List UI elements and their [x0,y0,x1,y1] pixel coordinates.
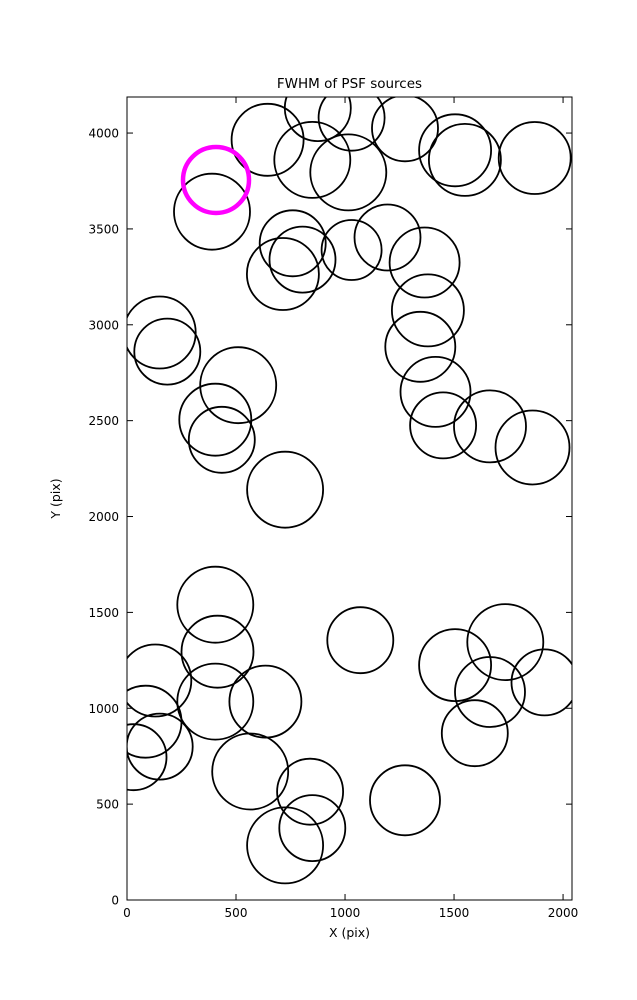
axes-frame [126,96,573,901]
psf-source-circle [497,121,572,195]
psf-source-circle [199,346,278,425]
psf-source-circle [466,603,545,681]
psf-source-circle [276,757,345,826]
psf-source-circle [246,450,325,529]
psf-source-circle [326,606,395,675]
x-tick-label: 1000 [330,906,361,920]
x-tick-label: 2000 [548,906,579,920]
psf-source-circle [180,614,255,689]
psf-source-circle [133,317,202,386]
psf-source-circle [418,628,493,702]
psf-source-circle [127,295,197,370]
psf-source-circle [418,113,493,188]
y-tick-label: 3500 [88,222,119,236]
psf-source-circle [320,219,383,281]
x-axis-label: X (pix) [329,925,370,940]
x-tick-label: 0 [123,906,131,920]
psf-source-circle [178,382,253,457]
y-tick-label: 0 [111,894,119,908]
psf-source-circle [258,209,327,278]
psf-source-circle [384,310,457,383]
psf-source-circle [283,97,352,142]
psf-source-circle [494,409,571,486]
psf-source-circle [173,172,251,251]
psf-source-circle [399,355,472,428]
psf-source-circle [176,565,255,644]
psf-source-circle [278,794,347,862]
psf-source-circle [228,664,303,739]
y-tick-label: 2000 [88,510,119,524]
psf-source-circle [176,662,255,741]
psf-source-circle [309,133,388,212]
psf-source-circle [127,684,183,759]
psf-source-circle [371,97,439,163]
psf-source-circle [211,732,290,811]
psf-source-circle [230,102,305,177]
psf-source-circle [409,391,478,460]
y-tick-label: 4000 [88,127,119,141]
psf-source-circle [317,97,386,152]
psf-source-circle [127,723,168,792]
psf-source-circle [187,405,256,474]
psf-source-circle [273,120,352,199]
psf-source-circle [453,389,527,464]
plot-title: FWHM of PSF sources [277,76,422,92]
y-axis-label: Y (pix) [48,478,63,519]
x-tick-label: 500 [225,906,248,920]
y-tick-label: 500 [96,798,119,812]
x-tick-label: 1500 [439,906,470,920]
y-tick-label: 2500 [88,414,119,428]
psf-source-circle [127,712,194,781]
psf-source-circle [427,122,502,197]
y-tick-label: 1000 [88,702,119,716]
psf-source-circle [127,643,193,718]
psf-source-circle [440,699,509,768]
psf-source-circle [510,648,572,717]
psf-sources-layer [127,97,572,885]
axis-ticks: 0 500 1000 1500 2000 0 500 1000 1500 2000 2500 3000… [88,97,578,920]
psf-source-circle [353,203,422,272]
psf-source-circle [369,764,441,837]
y-tick-label: 1500 [88,606,119,620]
highlighted-psf-source-circle [180,144,252,216]
psf-source-circle [246,806,325,885]
psf-source-circle [245,237,320,311]
psf-source-circle [268,225,337,294]
psf-source-circle [388,226,461,299]
psf-source-circle [454,656,526,728]
psf-source-circle [390,273,465,348]
y-tick-label: 3000 [88,318,119,332]
